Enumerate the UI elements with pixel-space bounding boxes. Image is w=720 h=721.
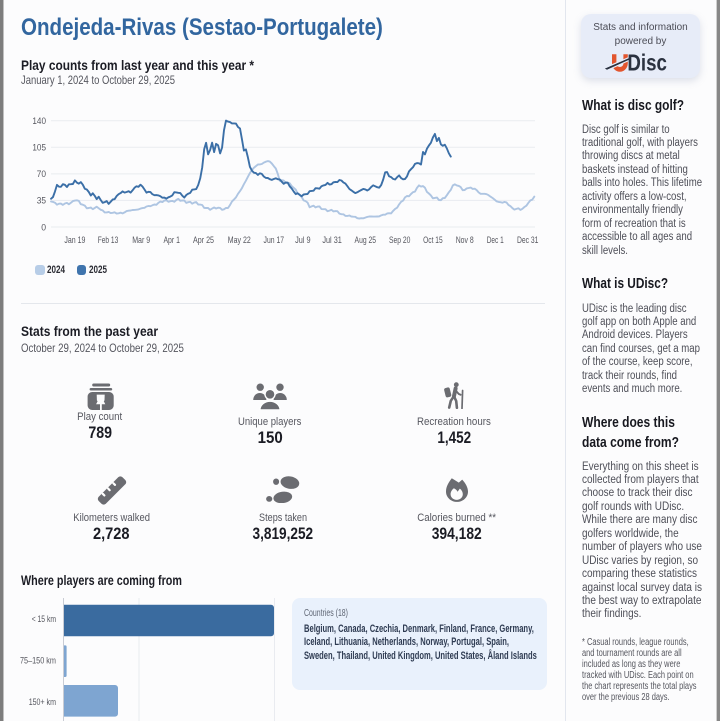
svg-text:105: 105 [32,143,46,153]
svg-text:35: 35 [37,196,46,206]
svg-text:Nov 8: Nov 8 [456,235,474,245]
svg-text:70: 70 [37,169,46,179]
svg-text:Apr 25: Apr 25 [193,235,214,245]
svg-text:Jul 31: Jul 31 [322,235,342,245]
svg-text:Disc: Disc [627,49,667,75]
svg-text:Jan 19: Jan 19 [64,235,85,245]
svg-text:May 22: May 22 [228,235,251,245]
svg-text:Jun 17: Jun 17 [264,235,285,245]
svg-text:< 15 km: < 15 km [32,614,56,624]
svg-text:Dec 1: Dec 1 [487,235,504,245]
svg-text:Feb 13: Feb 13 [98,235,119,245]
svg-text:Apr 1: Apr 1 [163,235,180,245]
svg-text:Mar 9: Mar 9 [132,235,150,245]
svg-text:Oct 15: Oct 15 [423,235,443,245]
svg-text:150+ km: 150+ km [29,697,56,707]
svg-text:Dec 31: Dec 31 [517,235,539,245]
svg-text:Sep 20: Sep 20 [389,235,411,245]
svg-text:140: 140 [32,116,46,126]
svg-text:0: 0 [41,222,46,232]
svg-text:75–150 km: 75–150 km [20,656,56,666]
svg-text:Aug 25: Aug 25 [355,235,377,245]
svg-text:Jul 9: Jul 9 [295,235,311,245]
